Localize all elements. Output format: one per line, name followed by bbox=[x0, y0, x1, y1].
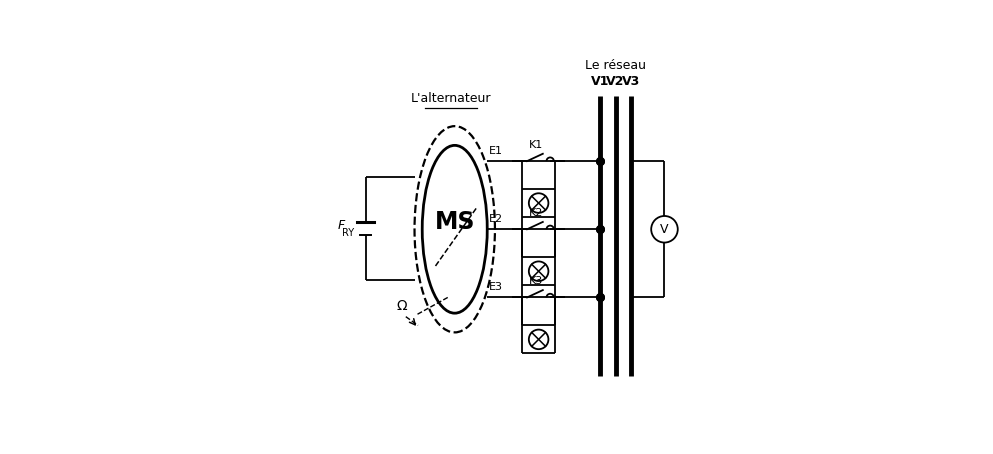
Text: E2: E2 bbox=[489, 214, 503, 224]
Text: Ω: Ω bbox=[397, 299, 407, 313]
Ellipse shape bbox=[414, 126, 495, 332]
Text: E3: E3 bbox=[489, 282, 503, 292]
Ellipse shape bbox=[422, 145, 488, 313]
Circle shape bbox=[529, 262, 548, 281]
Text: V2: V2 bbox=[607, 75, 625, 88]
Text: V: V bbox=[660, 223, 668, 236]
Text: K3: K3 bbox=[529, 276, 543, 286]
Text: Le réseau: Le réseau bbox=[585, 59, 645, 72]
Text: L'alternateur: L'alternateur bbox=[411, 92, 492, 105]
Text: K2: K2 bbox=[529, 208, 543, 218]
Text: E1: E1 bbox=[489, 146, 503, 156]
Circle shape bbox=[529, 330, 548, 349]
Circle shape bbox=[529, 193, 548, 213]
Circle shape bbox=[651, 216, 678, 242]
Text: V1: V1 bbox=[591, 75, 609, 88]
Text: K1: K1 bbox=[529, 139, 543, 149]
Text: F: F bbox=[338, 219, 345, 232]
Text: RY: RY bbox=[343, 228, 355, 238]
Text: MS: MS bbox=[435, 210, 475, 234]
Text: V3: V3 bbox=[622, 75, 639, 88]
